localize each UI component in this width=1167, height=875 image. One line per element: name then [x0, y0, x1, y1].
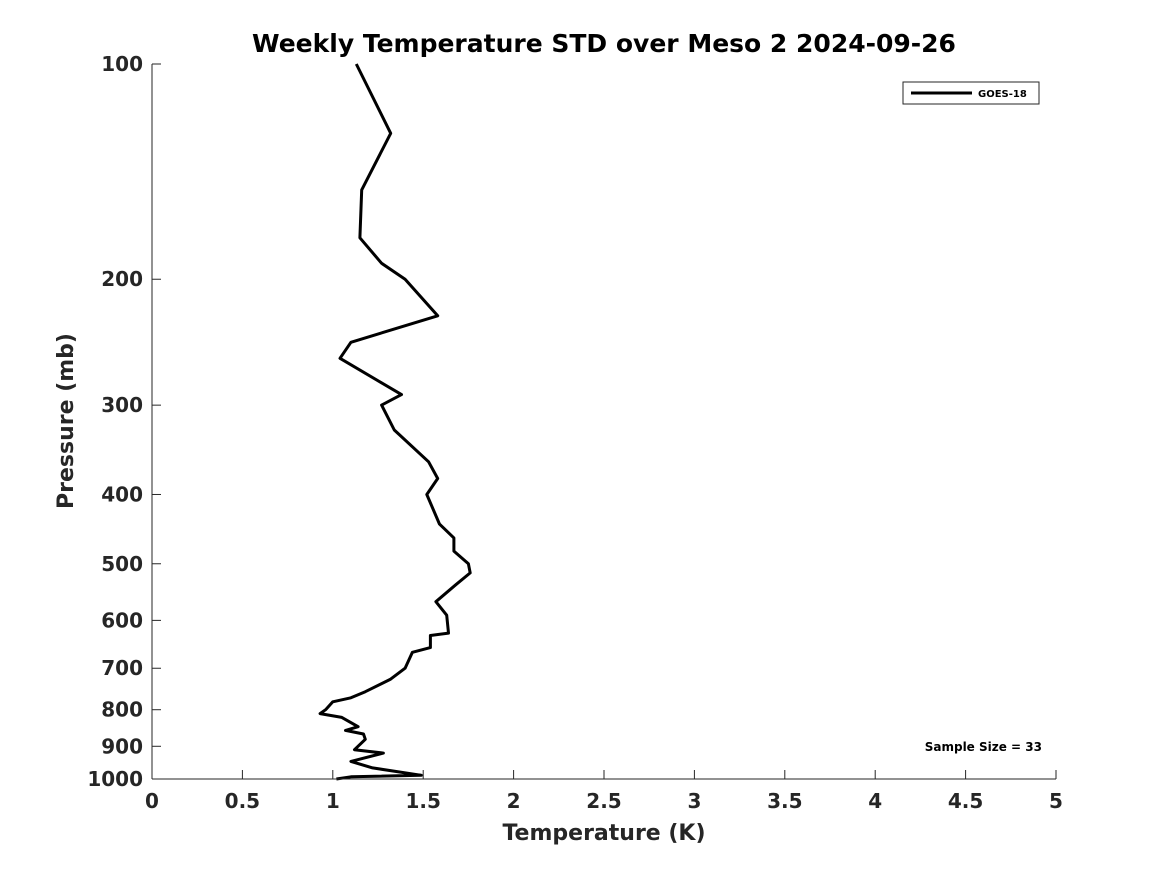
x-tick-label: 0.5: [225, 789, 260, 813]
x-tick-label: 1.5: [405, 789, 440, 813]
legend: GOES-18: [902, 81, 1040, 105]
x-tick-label: 2.5: [586, 789, 621, 813]
y-tick-label: 100: [101, 52, 143, 76]
y-axis-label: Pressure (mb): [54, 333, 79, 509]
y-tick-label: 700: [101, 656, 143, 680]
x-tick-label: 3: [687, 789, 701, 813]
x-tick-label: 4.5: [948, 789, 983, 813]
x-tick-label: 1: [326, 789, 340, 813]
x-tick-label: 2: [507, 789, 521, 813]
y-ticks: 100 200 300 400 500 600 700 800 900 1000: [87, 52, 161, 791]
x-axis-label: Temperature (K): [502, 821, 705, 846]
x-tick-label: 0: [145, 789, 159, 813]
series-layer: [318, 63, 472, 781]
y-tick-label: 1000: [87, 767, 143, 791]
y-tick-label: 400: [101, 482, 143, 506]
sample-size-annotation: Sample Size = 33: [925, 740, 1042, 754]
x-tick-label: 5: [1049, 789, 1063, 813]
x-tick-label: 3.5: [767, 789, 802, 813]
legend-label: GOES-18: [978, 89, 1027, 100]
plot-area: [152, 64, 1056, 779]
y-tick-label: 800: [101, 698, 143, 722]
x-ticks: 0 0.5 1 1.5 2 2.5 3 3.5 4 4.5 5: [145, 770, 1063, 813]
y-tick-label: 200: [101, 267, 143, 291]
series-line-0: [318, 63, 472, 781]
x-tick-label: 4: [868, 789, 882, 813]
y-tick-label: 300: [101, 393, 143, 417]
y-tick-label: 900: [101, 734, 143, 758]
y-tick-label: 500: [101, 552, 143, 576]
chart-title: Weekly Temperature STD over Meso 2 2024-…: [252, 29, 956, 58]
y-tick-label: 600: [101, 608, 143, 632]
